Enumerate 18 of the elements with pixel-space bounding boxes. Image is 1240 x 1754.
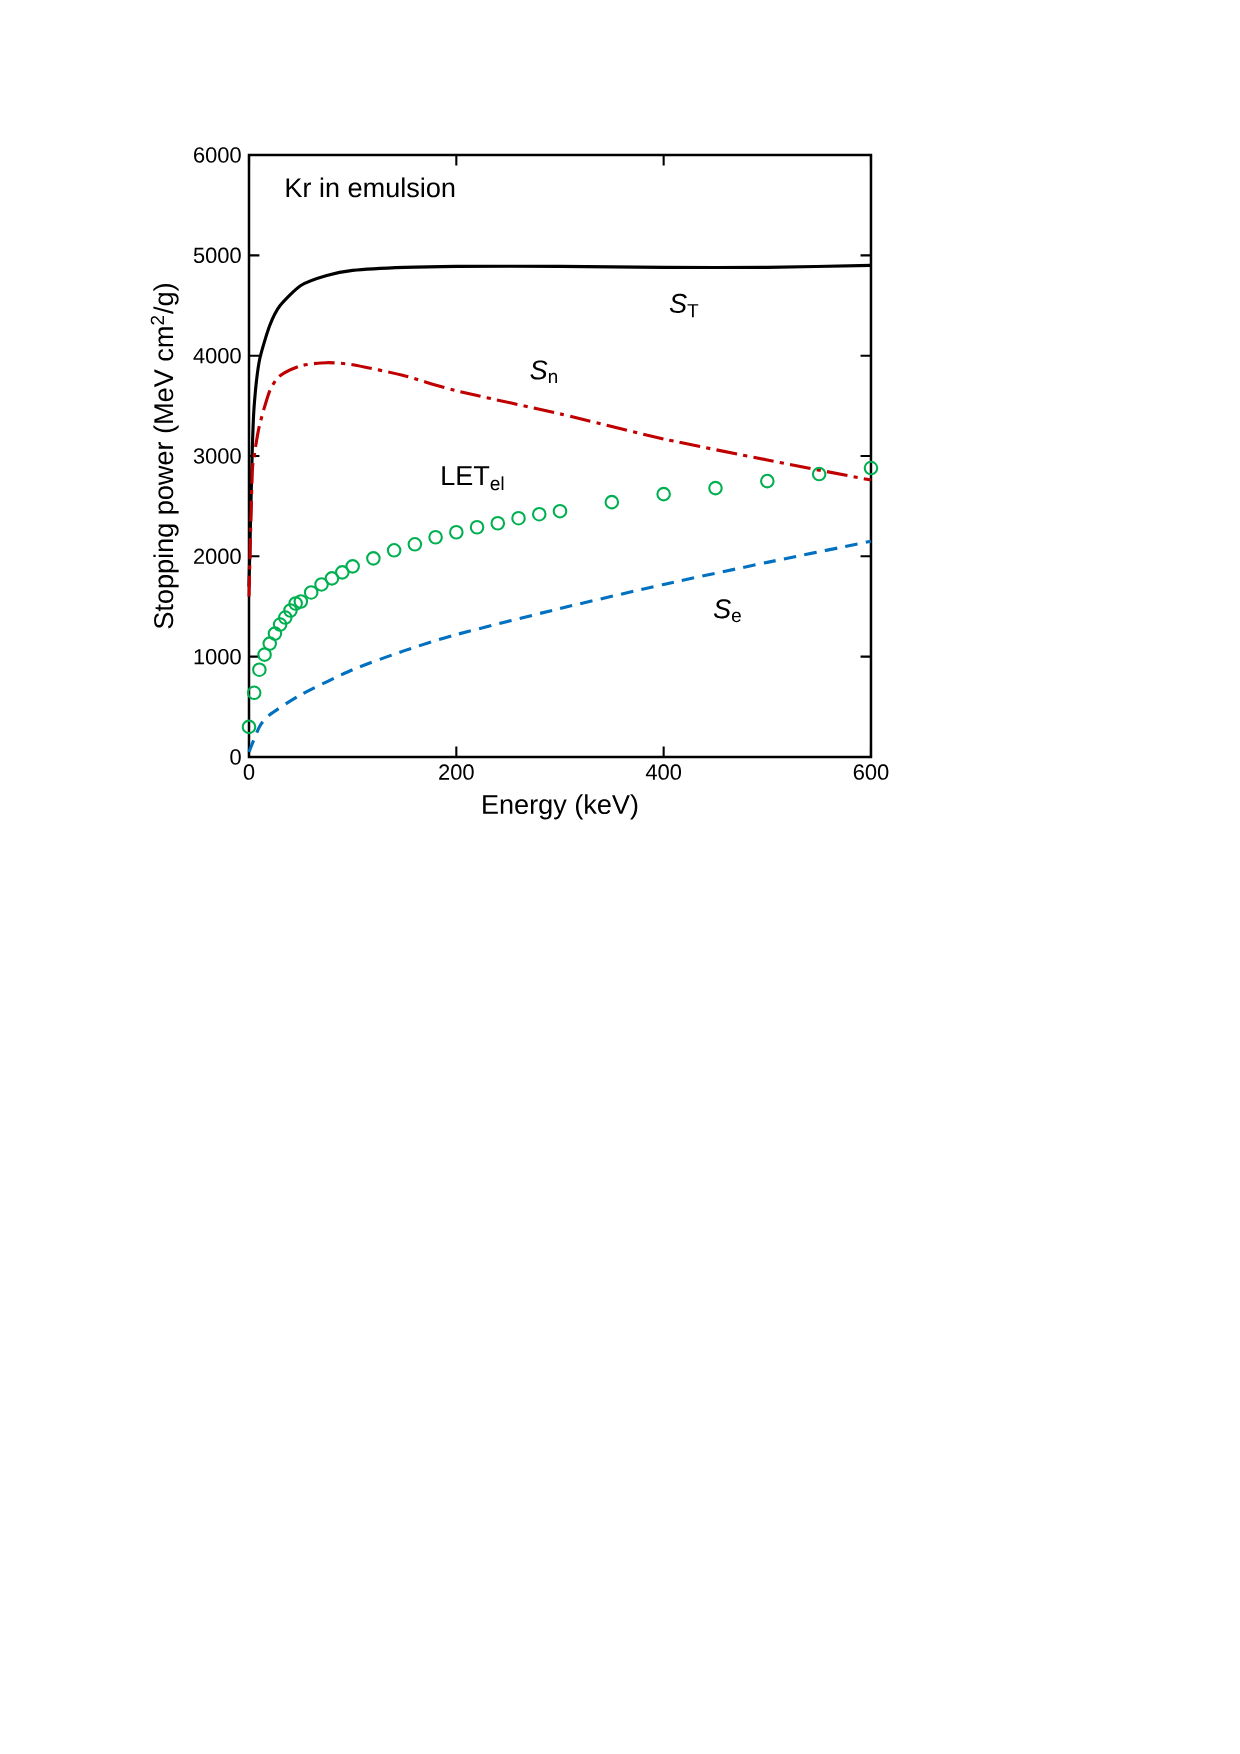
x-axis-title: Energy (keV) [483, 794, 638, 820]
y-tick-label: 5000 [193, 247, 241, 264]
series-label: LET$_{el}$ [442, 466, 504, 491]
y-tick-label: 2000 [194, 548, 241, 565]
series-label: S$_{n}$ [530, 360, 557, 384]
series-label: S$_{T}$ [669, 293, 699, 318]
y-tick-label: 6000 [194, 147, 241, 163]
y-tick-label: 1000 [194, 648, 241, 665]
y-axis-title: Stopping power (MeV cm$^{2}$/g) [150, 283, 179, 629]
y-tick-label: 0 [230, 749, 241, 765]
x-tick-label: 600 [853, 764, 889, 780]
annotation: Kr in emulsion [286, 177, 455, 198]
x-tick-label: 200 [439, 764, 474, 780]
x-tick-label: 0 [243, 764, 255, 780]
y-tick-label: 3000 [193, 448, 241, 464]
y-tick-label: 4000 [193, 347, 241, 364]
series-label: S$_{e}$ [713, 599, 741, 623]
x-tick-label: 400 [645, 764, 682, 780]
